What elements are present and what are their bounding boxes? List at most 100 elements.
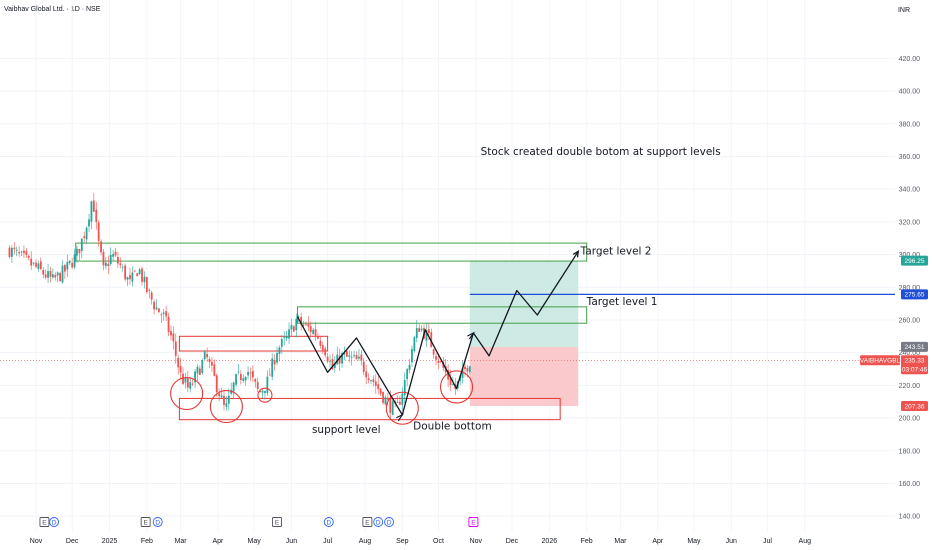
- price-tag-value: 207.36: [905, 403, 925, 410]
- x-tick-label: Feb: [581, 538, 593, 545]
- candle-body: [85, 227, 88, 240]
- candle-body: [162, 312, 165, 314]
- candle-body: [411, 348, 413, 363]
- x-tick-label: Aug: [359, 538, 372, 545]
- candle-body: [191, 383, 194, 385]
- candle-body: [64, 265, 66, 272]
- price-tag-value: 275.65: [905, 292, 925, 299]
- candle-body: [182, 373, 184, 385]
- candle-body: [107, 263, 110, 266]
- event-marker-label: D: [52, 520, 57, 527]
- event-marker-label: E: [275, 520, 280, 527]
- candle-body: [343, 353, 346, 355]
- candle-body: [121, 266, 124, 268]
- candle-body: [174, 341, 177, 356]
- candle-body: [273, 360, 276, 365]
- dividend-marker[interactable]: D: [384, 517, 395, 527]
- dividend-marker[interactable]: D: [49, 517, 60, 527]
- candle-body: [336, 354, 339, 365]
- candle-body: [324, 348, 327, 356]
- candle-body: [143, 276, 146, 283]
- candle-body: [225, 403, 228, 407]
- candle-body: [153, 301, 155, 310]
- x-tick-label: Feb: [141, 538, 153, 545]
- candle-body: [292, 326, 295, 332]
- candle-body: [133, 270, 136, 272]
- drawing-layer: Stock created double botom at support le…: [170, 146, 721, 436]
- price-axis: 140.00 160.00 180.00 200.00 220.00 240.00 260.…: [860, 56, 928, 521]
- candle-body: [297, 316, 300, 318]
- candle-body: [365, 371, 368, 378]
- dividend-icon: [384, 517, 395, 527]
- pattern-circle: [209, 390, 243, 424]
- candle-body: [415, 328, 418, 339]
- candle-body: [447, 370, 450, 380]
- candle-body: [27, 255, 30, 258]
- chart-title: Vaibhav Global Ltd. · 1D · NSE: [4, 6, 101, 13]
- candle-body: [11, 247, 13, 257]
- profit-zone: [469, 260, 579, 347]
- candle-body: [278, 347, 281, 355]
- earnings-marker[interactable]: E: [272, 517, 282, 527]
- arrow-head: [572, 250, 580, 258]
- dividend-marker[interactable]: D: [323, 517, 334, 527]
- price-tag: [901, 255, 928, 266]
- candle-body: [95, 209, 98, 222]
- candle-body: [88, 219, 90, 227]
- y-tick-label: 220.00: [899, 383, 921, 390]
- candle-body: [254, 378, 257, 382]
- candle-body: [449, 377, 452, 385]
- candle-body: [314, 329, 317, 336]
- candle-body: [203, 351, 206, 360]
- candle-body: [283, 337, 286, 339]
- candle-body: [239, 373, 242, 380]
- candle-body: [259, 390, 262, 392]
- candle-body: [184, 377, 187, 383]
- candle-body: [114, 251, 117, 256]
- candle-body: [167, 316, 170, 332]
- candle-body: [391, 401, 394, 415]
- price-tag: [901, 401, 928, 412]
- candle-body: [30, 258, 33, 266]
- resistance-zone-mid: [296, 306, 588, 324]
- dividend-marker[interactable]: D: [373, 517, 384, 527]
- x-tick-label: 2025: [102, 538, 118, 545]
- candle-body: [358, 356, 360, 359]
- candle-body: [348, 355, 351, 357]
- upcoming-marker[interactable]: E: [468, 517, 479, 527]
- candle-body: [20, 251, 23, 253]
- candle-body: [25, 251, 28, 256]
- candle-body: [39, 261, 42, 269]
- candle-body: [406, 369, 409, 380]
- earnings-icon: [468, 517, 479, 527]
- target-level-1-label: Target level 1: [586, 296, 658, 308]
- candle-body: [49, 270, 52, 277]
- price-tag: [901, 341, 928, 352]
- dividend-marker[interactable]: D: [152, 517, 163, 527]
- y-tick-label: 300.00: [899, 252, 921, 259]
- x-tick-label: 2026: [542, 538, 558, 545]
- candle-body: [186, 378, 189, 388]
- x-tick-label: Nov: [30, 538, 43, 545]
- candle-body: [47, 270, 49, 278]
- dividend-icon: [323, 517, 334, 527]
- dividend-icon: [373, 517, 384, 527]
- earnings-marker[interactable]: E: [362, 517, 373, 527]
- earnings-marker[interactable]: E: [140, 517, 151, 527]
- earnings-marker[interactable]: E: [39, 517, 50, 527]
- y-tick-label: 200.00: [899, 416, 921, 423]
- candle-body: [15, 249, 18, 251]
- candle-body: [261, 390, 264, 393]
- candles-layer: [8, 193, 471, 420]
- candle-body: [158, 308, 160, 313]
- pattern-path: [296, 250, 579, 416]
- last-price-value: 235.33: [905, 358, 925, 365]
- candle-body: [331, 359, 334, 370]
- candle-body: [439, 361, 442, 362]
- candle-body: [42, 270, 45, 275]
- candle-body: [232, 382, 235, 392]
- y-tick-label: 360.00: [899, 154, 921, 161]
- double-bottom-title: Stock created double botom at support le…: [481, 146, 721, 158]
- price-tag: [901, 289, 928, 300]
